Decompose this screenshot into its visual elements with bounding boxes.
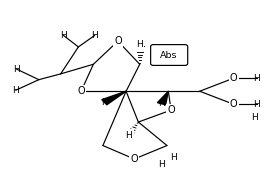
Polygon shape (102, 91, 126, 105)
Text: H: H (253, 100, 260, 109)
Text: H: H (136, 41, 143, 49)
Text: H: H (12, 86, 19, 95)
Text: O: O (77, 86, 85, 96)
Text: H: H (158, 160, 165, 169)
Text: Abs: Abs (160, 50, 178, 60)
Text: H: H (60, 31, 67, 40)
Text: H: H (170, 153, 177, 162)
Text: O: O (167, 105, 175, 115)
FancyBboxPatch shape (151, 45, 188, 65)
Text: H: H (251, 113, 258, 122)
Text: H: H (253, 74, 260, 83)
Text: H: H (13, 65, 20, 74)
Text: O: O (130, 154, 138, 164)
Text: O: O (230, 99, 238, 109)
Text: O: O (230, 73, 238, 83)
Text: O: O (114, 36, 122, 46)
Text: H: H (125, 131, 132, 140)
Text: H: H (101, 98, 108, 107)
Text: H: H (91, 31, 98, 40)
Polygon shape (158, 91, 168, 105)
Text: H: H (158, 99, 165, 108)
